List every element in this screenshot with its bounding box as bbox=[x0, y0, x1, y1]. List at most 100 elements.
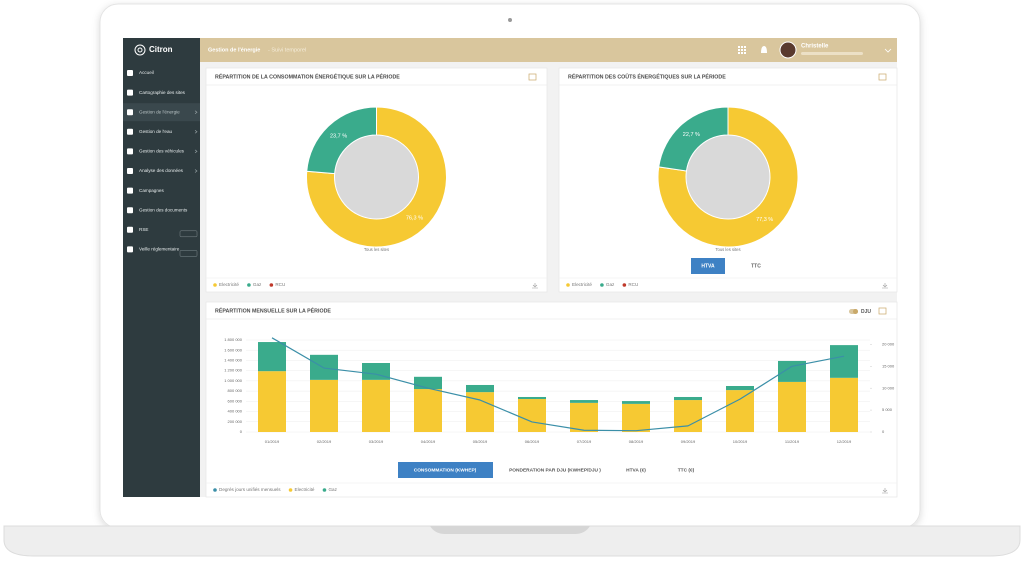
export-icon[interactable] bbox=[528, 73, 537, 81]
y-tick-label: 1 000 000 bbox=[224, 378, 243, 383]
legend-label[interactable]: RCU bbox=[628, 282, 638, 287]
y-tick-label: 600 000 bbox=[228, 398, 243, 403]
menu-icon bbox=[127, 109, 133, 116]
bar-segment bbox=[466, 384, 494, 393]
toggle-active[interactable] bbox=[691, 258, 725, 274]
bar-segment bbox=[830, 377, 858, 432]
x-tick-label: 08/2019 bbox=[629, 439, 644, 444]
slice-label: 23,7 % bbox=[330, 133, 347, 139]
x-tick-label: 03/2019 bbox=[369, 439, 384, 444]
menu-chevron bbox=[194, 169, 198, 173]
notifications-icon[interactable] bbox=[761, 46, 767, 53]
x-tick-label: 11/2019 bbox=[785, 439, 800, 444]
x-tick-label: 09/2019 bbox=[681, 439, 696, 444]
export-icon[interactable] bbox=[878, 307, 887, 315]
y2-tick-label: 0 bbox=[882, 429, 885, 434]
user-role-blur bbox=[801, 52, 863, 55]
menu-item[interactable]: Analyse des données bbox=[139, 168, 184, 173]
menu-item[interactable]: Gestion des véhicules bbox=[139, 149, 185, 154]
legend-label[interactable]: Electricité bbox=[219, 282, 239, 287]
menu-badge bbox=[179, 250, 198, 257]
panel-title: RÉPARTITION DES COÛTS ÉNERGÉTIQUES SUR L… bbox=[568, 72, 726, 80]
menu-item[interactable]: RSE bbox=[139, 227, 148, 232]
y2-tick-label: 10 000 bbox=[882, 385, 895, 390]
tab-active[interactable] bbox=[398, 462, 493, 478]
y-tick-label: 400 000 bbox=[228, 409, 243, 414]
bar-segment bbox=[466, 392, 494, 432]
legend-swatch bbox=[566, 283, 570, 287]
download-icon[interactable] bbox=[532, 283, 538, 289]
y-tick-label: 1 800 000 bbox=[224, 337, 243, 342]
menu-item[interactable]: Veille réglementaire bbox=[139, 247, 180, 252]
tab[interactable]: TTC (€) bbox=[678, 467, 695, 473]
bar-segment bbox=[258, 371, 286, 432]
menu-icon bbox=[127, 70, 133, 76]
y-tick-label: 1 400 000 bbox=[224, 358, 243, 363]
slice-label: 77,3 % bbox=[756, 217, 773, 223]
bar-segment bbox=[830, 345, 858, 378]
menu-chevron bbox=[194, 110, 198, 114]
legend-label[interactable]: RCU bbox=[275, 282, 285, 287]
export-icon[interactable] bbox=[878, 73, 887, 81]
toggle-button[interactable]: HTVA bbox=[701, 263, 715, 269]
tab[interactable]: HTVA (€) bbox=[626, 467, 646, 473]
donut-slice bbox=[306, 106, 447, 248]
y-tick-label: 1 200 000 bbox=[224, 368, 243, 373]
bar-segment bbox=[258, 342, 286, 372]
bar-segment bbox=[622, 401, 650, 404]
user-menu-caret[interactable] bbox=[884, 48, 892, 53]
y-tick-label: 200 000 bbox=[228, 419, 243, 424]
y-tick-label: 800 000 bbox=[228, 388, 243, 393]
x-tick-label: 07/2019 bbox=[577, 439, 592, 444]
toggle-button[interactable]: TTC bbox=[751, 263, 761, 269]
download-icon[interactable] bbox=[882, 488, 888, 494]
tab[interactable]: PONDERATION PAR DJU (KWHEP/DJU ) bbox=[509, 467, 601, 473]
menu-icon bbox=[127, 89, 133, 96]
donut-slice bbox=[657, 106, 799, 248]
y-tick-label: 0 bbox=[240, 429, 243, 434]
bar-segment bbox=[518, 399, 546, 432]
menu-item[interactable]: Gestion des documents bbox=[139, 207, 188, 212]
user-name[interactable]: Christelle bbox=[801, 44, 829, 50]
donut-slice bbox=[658, 106, 729, 172]
y2-tick-label: 5 000 bbox=[882, 407, 893, 412]
menu-item[interactable]: Gestion de l'énergie bbox=[139, 109, 180, 114]
slice-label: 22,7 % bbox=[683, 132, 700, 138]
menu-item[interactable]: Cartographie des sites bbox=[139, 90, 186, 95]
donut-hole bbox=[335, 135, 418, 219]
menu-icon bbox=[127, 246, 133, 253]
slice-label: 76,3 % bbox=[406, 216, 423, 222]
bar-segment bbox=[570, 400, 598, 403]
menu-item[interactable]: Accueil bbox=[139, 70, 154, 75]
x-tick-label: 05/2019 bbox=[473, 439, 488, 444]
legend-swatch bbox=[213, 283, 217, 287]
x-tick-label: 06/2019 bbox=[525, 439, 540, 444]
download-icon[interactable] bbox=[882, 283, 888, 289]
legend-label[interactable]: Electricité bbox=[295, 487, 315, 492]
legend-label[interactable]: Electricité bbox=[572, 282, 592, 287]
legend-swatch bbox=[269, 283, 274, 287]
avatar[interactable] bbox=[779, 41, 797, 59]
tab[interactable]: CONSOMMATION (KWHEP) bbox=[414, 467, 477, 473]
legend-swatch bbox=[622, 283, 627, 287]
chart-caption: Tous les sites bbox=[715, 247, 740, 252]
legend-label[interactable]: Gaz bbox=[253, 282, 262, 287]
bar-segment bbox=[622, 403, 650, 432]
x-tick-label: 12/2019 bbox=[837, 439, 852, 444]
camera bbox=[508, 18, 512, 22]
legend-swatch bbox=[213, 488, 217, 492]
bar-segment bbox=[778, 381, 806, 432]
dju-line bbox=[271, 337, 845, 432]
bar-segment bbox=[518, 396, 546, 400]
panel-title: RÉPARTITION DE LA CONSOMMATION ÉNERGÉTIQ… bbox=[215, 72, 400, 80]
apps-icon[interactable] bbox=[738, 46, 746, 54]
menu-item[interactable]: Gestion de l'eau bbox=[139, 129, 173, 134]
legend-label[interactable]: Degrés jours unifiés mensuels bbox=[219, 487, 281, 492]
x-tick-label: 01/2019 bbox=[265, 439, 280, 444]
legend-label[interactable]: Gaz bbox=[606, 282, 615, 287]
legend-label[interactable]: Gaz bbox=[328, 487, 337, 492]
menu-item[interactable]: Campagnes bbox=[139, 188, 164, 193]
bar-segment bbox=[310, 379, 338, 432]
menu-icon bbox=[127, 128, 133, 135]
